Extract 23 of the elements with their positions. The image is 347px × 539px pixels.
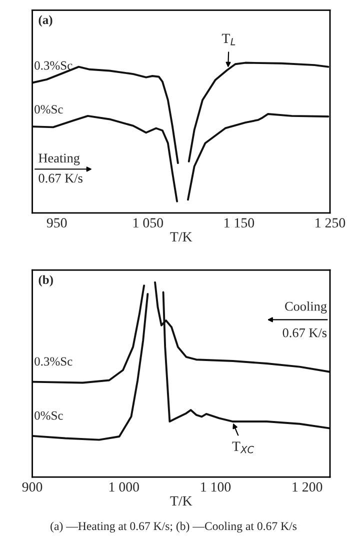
annotation: 0.67 K/s (38, 174, 82, 183)
series-label: 0%Sc (34, 105, 63, 114)
annotation: Cooling (285, 302, 327, 314)
series-label: 0.3%Sc (34, 357, 72, 366)
x-tick-label: 1 200 (292, 482, 322, 492)
series-label: 0%Sc (34, 411, 63, 420)
series-label: 0.3%Sc (34, 61, 72, 70)
x-tick-label: 1 150 (224, 218, 254, 228)
x-tick-label: 1 000 (109, 482, 139, 492)
x-tick-label: 1 250 (316, 218, 346, 228)
x-axis-title: T/K (170, 496, 192, 506)
x-axis-title: T/K (170, 232, 192, 242)
chart-title: (b) (38, 275, 53, 287)
text: (a) —Heating at 0.67 K/s; (b) —Cooling at 0.67 K/s (50, 522, 297, 533)
x-tick-label: 900 (22, 482, 42, 492)
annotation: 0.67 K/s (282, 328, 327, 338)
x-tick-label: 1 100 (201, 482, 231, 492)
annotation: T$_{L}$ (222, 34, 236, 46)
annotation: Heating (38, 154, 80, 166)
chart-title: (a) (38, 15, 52, 27)
x-tick-label: 1 050 (134, 218, 163, 228)
annotation: T$_{XC}$ (232, 442, 254, 454)
x-tick-label: 950 (46, 218, 67, 228)
